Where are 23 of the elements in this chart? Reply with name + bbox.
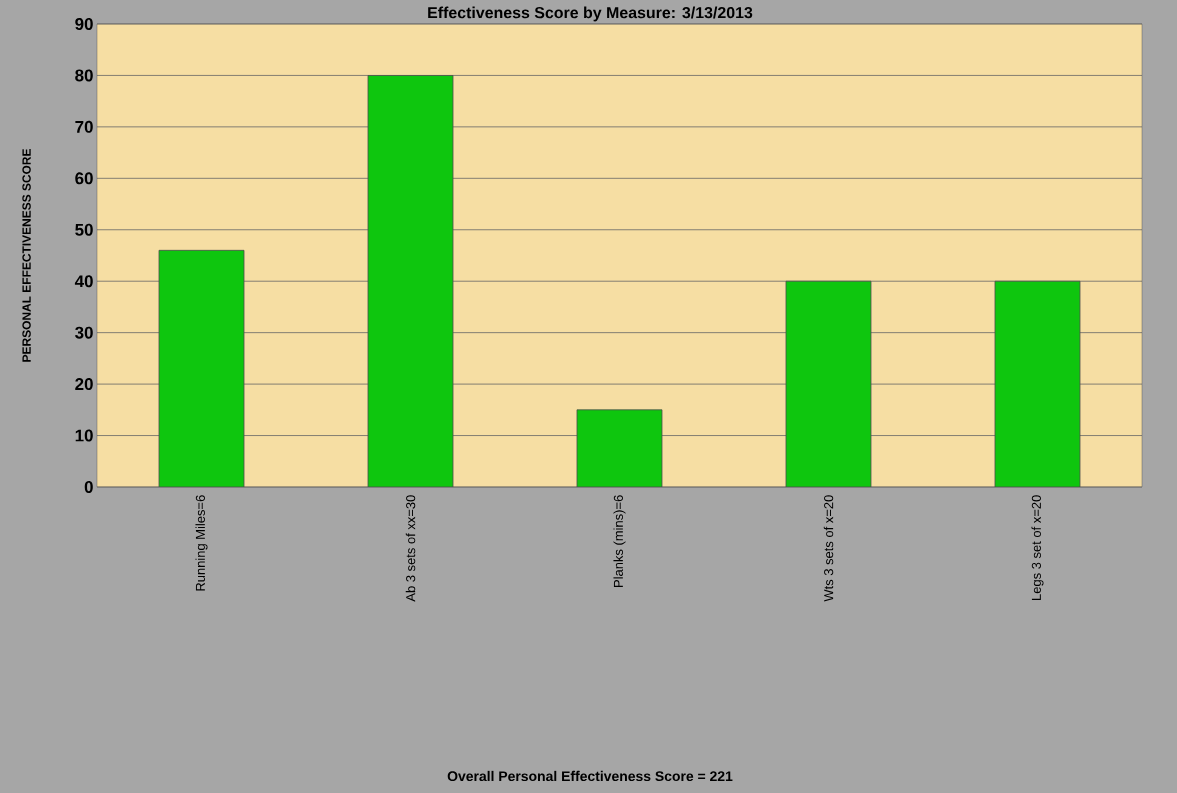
y-tick-label: 40 bbox=[74, 275, 93, 288]
y-tick-label: 0 bbox=[84, 480, 93, 493]
x-tick-label: Planks (mins)=6 bbox=[613, 495, 626, 587]
bar bbox=[367, 75, 454, 487]
y-tick-label: 20 bbox=[75, 378, 93, 391]
y-tick-label: 10 bbox=[75, 429, 93, 442]
bar bbox=[994, 280, 1081, 487]
text: Overall Personal Effectiveness Score = 221 bbox=[447, 770, 733, 782]
y-tick-label: 50 bbox=[75, 223, 93, 236]
x-tick-label: Running Miles=6 bbox=[195, 495, 208, 591]
y-tick-label: 60 bbox=[75, 172, 93, 185]
bar bbox=[785, 280, 872, 487]
x-tick-label: Ab 3 sets of xx=30 bbox=[405, 495, 416, 602]
bar bbox=[158, 249, 245, 487]
y-tick-label: 70 bbox=[75, 120, 93, 133]
y-tick-label: 30 bbox=[75, 326, 93, 339]
chart-title: Effectiveness Score by Measure: 3/13/2013 bbox=[428, 6, 753, 22]
y-tick-label: 80 bbox=[75, 69, 93, 82]
y-tick-label: 90 bbox=[75, 17, 93, 30]
y-axis-title: PERSONAL EFFECTIVENESS SCORE bbox=[22, 149, 31, 362]
bar bbox=[576, 409, 663, 487]
x-tick-label: Wts 3 sets of x=20 bbox=[823, 495, 834, 602]
x-tick-label: Legs 3 set of x=20 bbox=[1031, 495, 1044, 600]
